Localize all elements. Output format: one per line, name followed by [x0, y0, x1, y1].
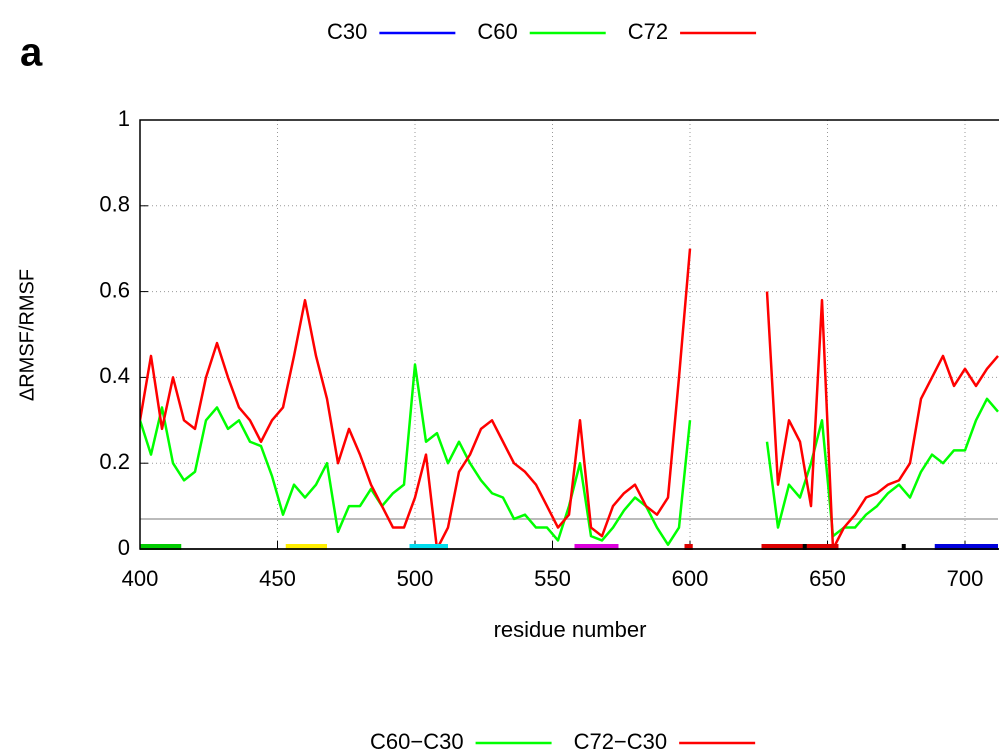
y-axis-label: ΔRMSF/RMSF — [16, 269, 38, 401]
x-tick-label: 400 — [122, 566, 159, 591]
legend-label: C72−C30 — [574, 729, 668, 754]
x-tick-label: 700 — [947, 566, 984, 591]
y-tick-label: 0.4 — [99, 363, 130, 388]
y-tick-label: 0.6 — [99, 277, 130, 302]
domain-bar — [761, 544, 839, 550]
domain-bar — [802, 544, 807, 550]
y-tick-label: 0.2 — [99, 449, 130, 474]
x-tick-label: 550 — [534, 566, 571, 591]
x-tick-label: 600 — [672, 566, 709, 591]
x-tick-label: 650 — [809, 566, 846, 591]
y-tick-label: 0.8 — [99, 192, 130, 217]
domain-bar — [684, 544, 693, 550]
x-tick-label: 500 — [397, 566, 434, 591]
legend-label: C30 — [327, 19, 367, 44]
series-line — [140, 248, 999, 550]
x-axis-label: residue number — [494, 617, 647, 642]
domain-bar — [574, 544, 619, 550]
domain-bar — [285, 544, 327, 550]
x-tick-label: 450 — [259, 566, 296, 591]
series-line — [140, 363, 999, 546]
legend-label: C72 — [628, 19, 668, 44]
plot-lines — [140, 248, 999, 550]
y-tick-label: 1 — [118, 106, 130, 131]
legend-label: C60−C30 — [370, 729, 464, 754]
domain-bar — [901, 544, 906, 550]
y-tick-label: 0 — [118, 535, 130, 560]
domain-bar — [140, 544, 182, 550]
panel-label: a — [20, 31, 43, 75]
plot-frame — [139, 119, 999, 550]
domain-bar — [409, 544, 448, 550]
legend-label: C60 — [477, 19, 517, 44]
domain-bar — [934, 544, 998, 550]
